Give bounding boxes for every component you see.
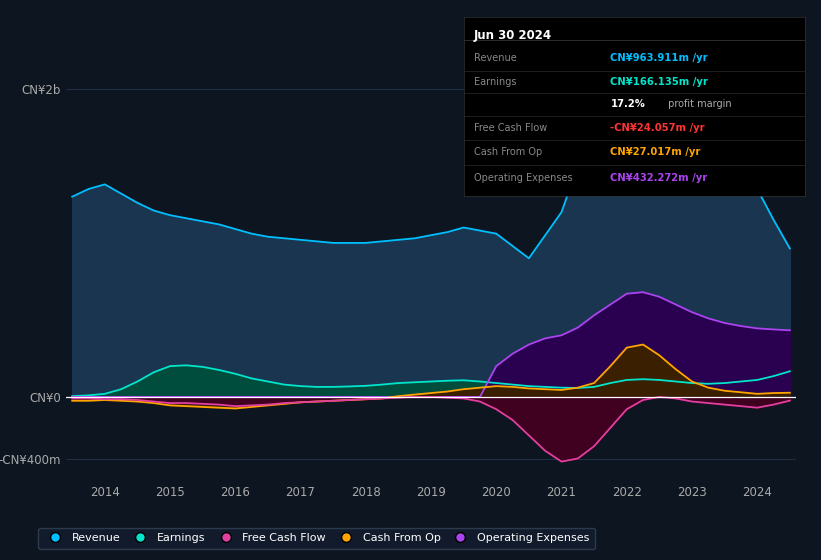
Text: -CN¥24.057m /yr: -CN¥24.057m /yr xyxy=(610,123,705,133)
Text: Operating Expenses: Operating Expenses xyxy=(474,173,573,183)
Text: CN¥432.272m /yr: CN¥432.272m /yr xyxy=(610,173,708,183)
Text: Free Cash Flow: Free Cash Flow xyxy=(474,123,548,133)
Text: Cash From Op: Cash From Op xyxy=(474,147,543,157)
Legend: Revenue, Earnings, Free Cash Flow, Cash From Op, Operating Expenses: Revenue, Earnings, Free Cash Flow, Cash … xyxy=(39,528,595,549)
Text: Earnings: Earnings xyxy=(474,77,516,87)
Text: Jun 30 2024: Jun 30 2024 xyxy=(474,29,553,43)
Text: Revenue: Revenue xyxy=(474,53,517,63)
Text: profit margin: profit margin xyxy=(665,99,732,109)
Text: CN¥166.135m /yr: CN¥166.135m /yr xyxy=(610,77,709,87)
Text: 17.2%: 17.2% xyxy=(610,99,645,109)
Text: CN¥27.017m /yr: CN¥27.017m /yr xyxy=(610,147,701,157)
Text: CN¥963.911m /yr: CN¥963.911m /yr xyxy=(610,53,708,63)
